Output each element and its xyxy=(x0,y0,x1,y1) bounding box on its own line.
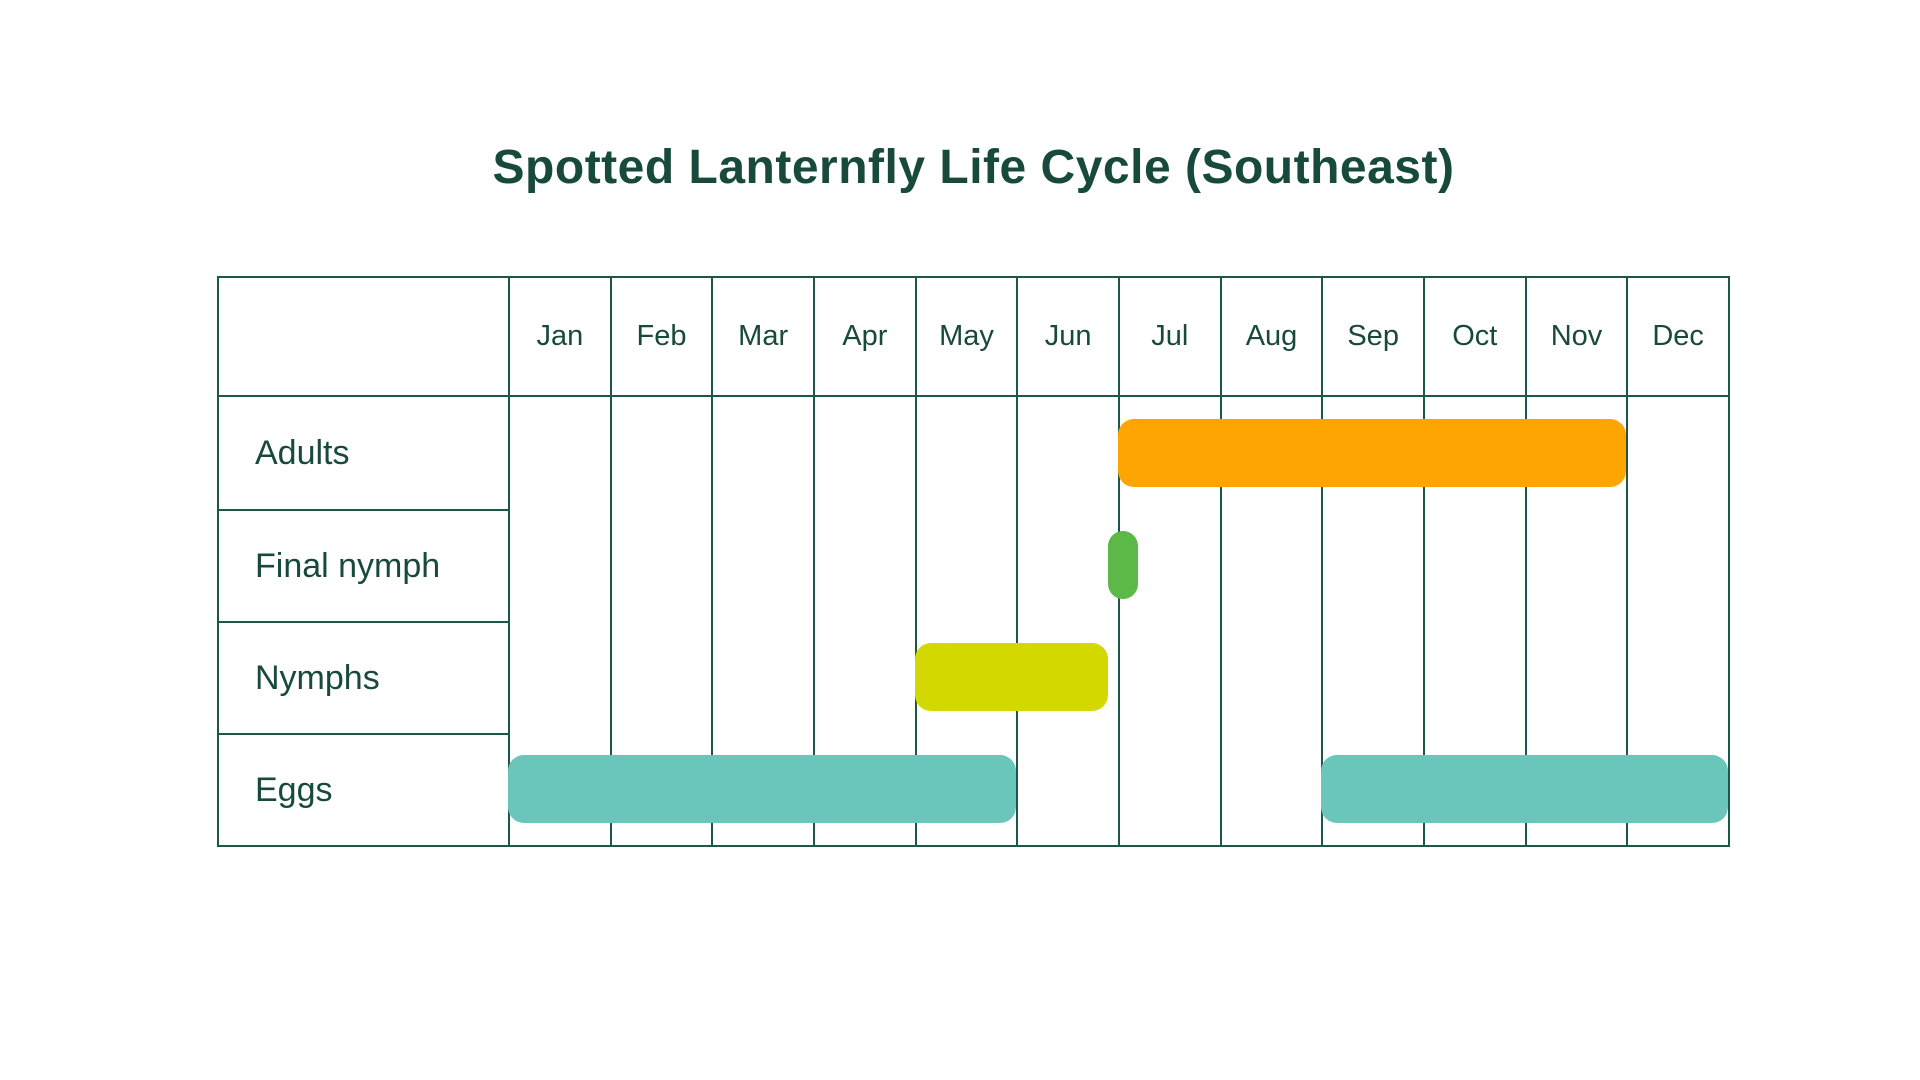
gantt-bar-nymphs xyxy=(914,643,1108,711)
month-header-feb: Feb xyxy=(609,278,712,397)
grid-column-jan xyxy=(508,397,610,845)
gantt-bar-eggs xyxy=(1321,755,1728,823)
month-header-dec: Dec xyxy=(1626,278,1728,397)
month-header-sep: Sep xyxy=(1321,278,1423,397)
gantt-bar-final-nymph xyxy=(1107,531,1139,599)
month-header-jul: Jul xyxy=(1117,278,1220,397)
month-header-aug: Aug xyxy=(1219,278,1322,397)
corner-cell xyxy=(219,278,508,397)
grid-column-jun xyxy=(1016,397,1118,845)
grid-column-dec xyxy=(1626,397,1728,845)
gantt-table: Jan Feb Mar Apr May Jun Jul Aug Sep Oct … xyxy=(217,276,1730,847)
chart-title: Spotted Lanternfly Life Cycle (Southeast… xyxy=(492,141,1455,194)
month-header-oct: Oct xyxy=(1422,278,1525,397)
month-header-mar: Mar xyxy=(711,278,813,397)
month-header-nov: Nov xyxy=(1524,278,1627,397)
row-label-final-nymph: Final nymph xyxy=(219,509,508,621)
row-label-nymphs: Nymphs xyxy=(219,621,508,733)
month-header-apr: Apr xyxy=(812,278,915,397)
gantt-bar-adults xyxy=(1117,419,1627,487)
grid-column-nov xyxy=(1524,397,1627,845)
row-label-adults: Adults xyxy=(255,433,350,472)
grid-column-feb xyxy=(609,397,712,845)
month-header-jan: Jan xyxy=(508,278,610,397)
bars-layer xyxy=(508,397,1728,845)
grid-column-may xyxy=(914,397,1017,845)
grid-column-sep xyxy=(1321,397,1423,845)
grid-column-mar xyxy=(711,397,813,845)
grid-column-jul xyxy=(1117,397,1220,845)
grid-column-oct xyxy=(1422,397,1525,845)
month-header-jun: Jun xyxy=(1016,278,1118,397)
grid-column-apr xyxy=(812,397,915,845)
gantt-bar-eggs xyxy=(508,755,1017,823)
grid-column-aug xyxy=(1219,397,1322,845)
month-header-may: May xyxy=(914,278,1017,397)
row-label-eggs: Eggs xyxy=(219,733,508,845)
